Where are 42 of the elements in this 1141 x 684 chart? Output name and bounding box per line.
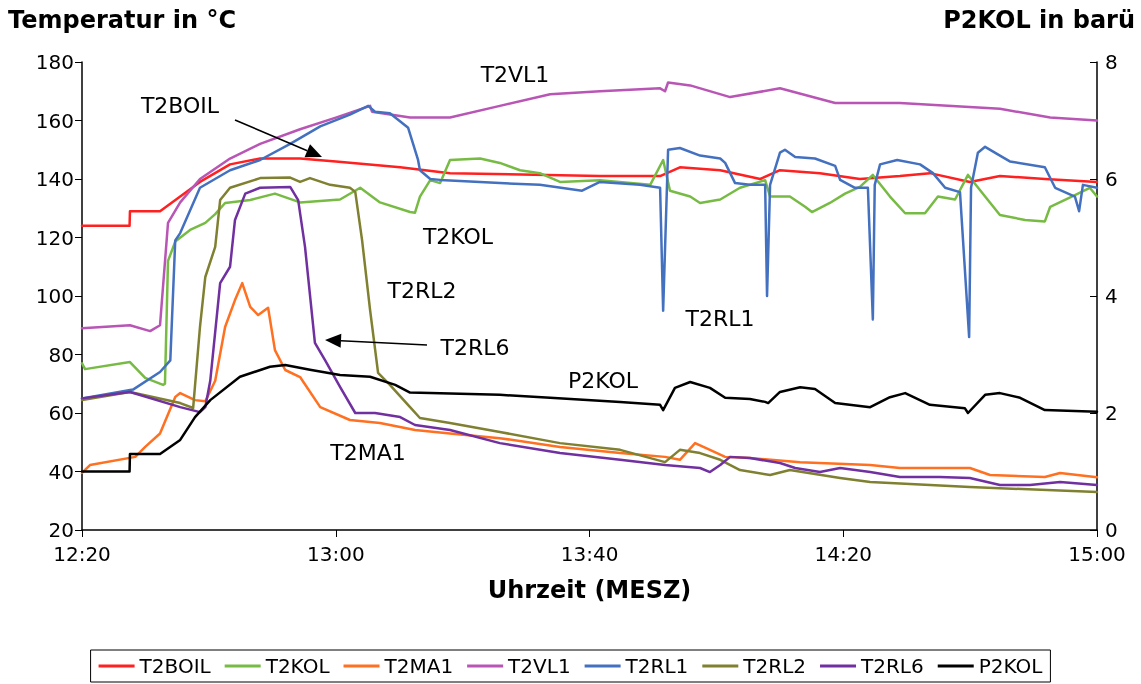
annotation: T2RL1 [684,305,755,331]
x-tick-label: 12:20 [53,542,111,566]
y-tick-label: 80 [48,342,74,367]
y-tick-label: 60 [48,401,74,425]
x-tick-label: 13:00 [307,542,365,566]
legend-label: T2MA1 [383,654,454,678]
annotation: T2VL1 [479,61,550,87]
y2-tick-label: 0 [1105,518,1118,542]
legend-label: T2RL1 [624,654,689,678]
line-series [80,157,1099,387]
legend-label: T2RL2 [742,654,807,678]
legend-label: T2VL1 [507,654,571,678]
y2-tick-label: 6 [1105,167,1118,191]
legend-label: T2RL6 [860,654,924,678]
x-axis-title: Uhrzeit (MESZ) [487,576,692,604]
annotation: T2BOIL [139,92,220,118]
x-tick-label: 14:20 [814,542,873,566]
y-tick-label: 100 [35,284,74,308]
y-tick-label: 140 [35,167,74,191]
line-series [80,281,1099,479]
line-series [80,157,1099,228]
x-tick-label: 15:00 [1068,542,1126,566]
annotation: P2KOL [567,367,639,393]
y-tick-label: 160 [35,108,74,133]
annotation: T2KOL [421,223,494,249]
y-tick-label: 40 [48,459,74,484]
y-tick-label: 120 [35,225,74,250]
y2-axis-title: P2KOL in barü [943,6,1135,34]
legend-label: T2BOIL [138,654,212,678]
y-tick-label: 180 [35,50,74,74]
legend-label: P2KOL [978,654,1044,678]
y-tick-label: 20 [48,518,74,542]
annotation: T2RL2 [386,277,457,303]
line-series [80,81,1099,333]
y2-tick-label: 2 [1105,401,1118,425]
x-tick-label: 13:40 [560,542,619,566]
y2-tick-label: 8 [1105,50,1118,74]
legend-label: T2KOL [264,654,331,678]
annotation: T2RL6 [439,334,510,360]
annotation: T2MA1 [329,439,406,465]
y-axis-title: Temperatur in °C [8,6,236,34]
y2-tick-label: 4 [1105,284,1118,308]
